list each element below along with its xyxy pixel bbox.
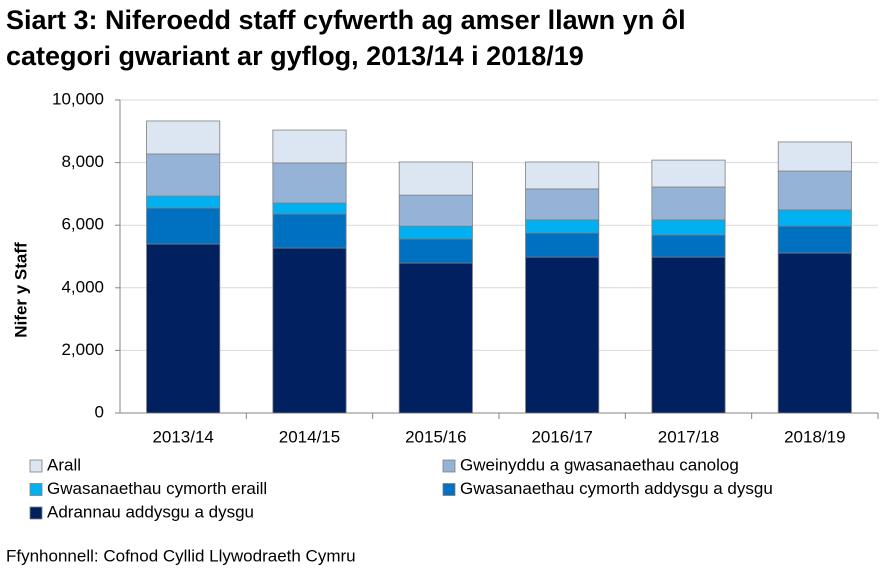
legend-label: Gwasanaethau cymorth addysgu a dysgu [460,479,773,498]
bar-segment [272,247,347,414]
legend-swatch [442,483,456,496]
bar-segment [651,159,726,188]
bar-segment [272,202,347,215]
bar-segment [398,262,473,414]
legend-swatch [29,459,43,473]
bar-segment [525,256,600,414]
bar-segment [777,141,852,172]
chart-title: Siart 3: Niferoedd staff cyfwerth ag ams… [6,5,686,71]
bar-segment [525,161,600,190]
x-tick-label: 2013/14 [152,427,213,446]
bar-segment [398,194,473,227]
bar-segment [651,256,726,414]
bar-segment [272,213,347,249]
legend-label: Gwasanaethau cymorth eraill [47,479,267,498]
legend-label: Adrannau addysgu a dysgu [47,502,254,521]
bar-segment [146,153,221,197]
legend-label: Gweinyddu a gwasanaethau canolog [460,455,739,474]
bar-segment [651,219,726,236]
y-tick-label: 6,000 [61,215,104,234]
x-tick-label: 2017/18 [658,427,719,446]
y-axis-label: Nifer y Staff [11,242,30,338]
bar-segment [146,207,221,245]
bar-segment [398,238,473,264]
bar-segment [525,188,600,221]
bar-segment [146,243,221,414]
legend-swatch [442,459,456,473]
bar-segment [777,252,852,414]
bar-segment [272,162,347,204]
y-tick-label: 8,000 [61,152,104,171]
source: Ffynhonnell: Cofnod Cyllid Llywodraeth C… [6,546,356,565]
bar-segment [651,234,726,258]
bar-segment [777,170,852,211]
y-tick-label: 0 [95,402,104,421]
bar-segment [398,225,473,240]
bar-segment [146,120,221,155]
bar-segment [777,209,852,227]
x-tick-label: 2015/16 [405,427,466,446]
bar-segment [398,161,473,196]
legend-swatch [29,506,43,520]
y-tick-label: 10,000 [52,89,104,108]
bar-segment [525,219,600,234]
bar-segment [146,195,221,209]
x-tick-label: 2014/15 [279,427,340,446]
bar-segment [777,225,852,254]
bar-segment [272,129,347,164]
x-tick-label: 2016/17 [531,427,592,446]
legend-swatch [29,483,43,496]
bar-segment [651,186,726,221]
legend-label: Arall [47,455,81,474]
bar-segment [525,232,600,258]
x-tick-label: 2018/19 [784,427,845,446]
y-tick-label: 2,000 [61,340,104,359]
y-tick-label: 4,000 [61,277,104,296]
